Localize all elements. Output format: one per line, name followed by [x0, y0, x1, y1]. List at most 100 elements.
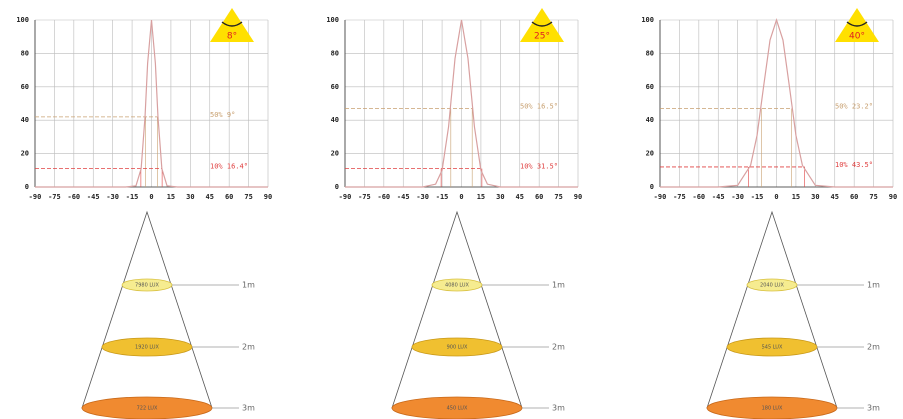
x-tick-label: 0	[774, 193, 778, 201]
y-tick-label: 100	[326, 16, 339, 24]
x-tick-label: -30	[416, 193, 429, 201]
distance-label: 2m	[867, 343, 880, 352]
chart-panel: -90 -75 -60 -45 -30 -15 0 15 30 45 60 75 90 0 20 40 60 80…	[16, 8, 272, 419]
y-tick-label: 40	[331, 116, 339, 124]
x-tick-label: -90	[339, 193, 352, 201]
y-tick-label: 40	[21, 116, 29, 124]
badge-label: 25°	[534, 32, 550, 42]
lux-label: 722 LUX	[137, 406, 158, 412]
y-tick-label: 0	[25, 183, 29, 191]
y-tick-label: 40	[646, 116, 654, 124]
distance-label: 2m	[242, 343, 255, 352]
badge-label: 40°	[849, 32, 865, 42]
badge-triangle	[835, 8, 879, 42]
y-tick-label: 100	[641, 16, 654, 24]
y-tick-label: 0	[335, 183, 339, 191]
lux-label: 2040 LUX	[760, 283, 785, 289]
beam-curve	[35, 19, 268, 188]
badge-triangle	[520, 8, 564, 42]
reference-label: 10% 16.4°	[210, 163, 248, 171]
lux-label: 4080 LUX	[445, 283, 470, 289]
x-tick-label: -60	[693, 193, 706, 201]
distance-label: 1m	[552, 281, 565, 290]
x-tick-label: -45	[87, 193, 100, 201]
x-tick-label: 90	[889, 193, 897, 201]
x-tick-label: 60	[535, 193, 543, 201]
x-tick-label: 75	[244, 193, 252, 201]
chart-panel: -90 -75 -60 -45 -30 -15 0 15 30 45 60 75 90 0 20 40 60 80…	[641, 8, 897, 419]
reference-label: 50% 9°	[210, 111, 235, 119]
x-tick-label: 75	[869, 193, 877, 201]
cone-outline	[391, 210, 523, 409]
x-tick-label: -15	[126, 193, 139, 201]
y-tick-label: 80	[646, 49, 654, 57]
reference-label: 50% 23.2°	[835, 103, 873, 111]
x-tick-label: 15	[167, 193, 175, 201]
x-tick-label: 90	[264, 193, 272, 201]
x-tick-label: 0	[149, 193, 153, 201]
x-tick-label: -90	[29, 193, 42, 201]
x-tick-label: 30	[811, 193, 819, 201]
x-tick-label: 45	[516, 193, 524, 201]
x-tick-label: 30	[186, 193, 194, 201]
y-tick-label: 100	[16, 16, 29, 24]
x-tick-label: -30	[106, 193, 119, 201]
x-tick-label: 60	[225, 193, 233, 201]
beam-curve	[345, 19, 578, 188]
y-tick-label: 20	[331, 150, 339, 158]
x-tick-label: -60	[68, 193, 81, 201]
x-tick-label: -45	[397, 193, 410, 201]
lux-label: 1920 LUX	[135, 345, 160, 351]
cone-outline	[81, 210, 213, 409]
badge-arrow	[531, 21, 553, 27]
x-tick-label: -30	[731, 193, 744, 201]
badge-arrow	[221, 21, 243, 27]
lux-label: 7980 LUX	[135, 283, 160, 289]
distance-label: 3m	[242, 404, 255, 413]
x-tick-label: 45	[206, 193, 214, 201]
x-tick-label: 0	[459, 193, 463, 201]
y-tick-label: 0	[650, 183, 654, 191]
lux-label: 545 LUX	[762, 345, 783, 351]
reference-label: 50% 16.5°	[520, 103, 558, 111]
y-tick-label: 20	[21, 150, 29, 158]
x-tick-label: -90	[654, 193, 667, 201]
x-tick-label: 15	[792, 193, 800, 201]
x-tick-label: 15	[477, 193, 485, 201]
distance-label: 3m	[867, 404, 880, 413]
reference-label: 10% 31.5°	[520, 163, 558, 171]
x-tick-label: 45	[831, 193, 839, 201]
x-tick-label: 30	[496, 193, 504, 201]
chart-panel: -90 -75 -60 -45 -30 -15 0 15 30 45 60 75 90 0 20 40 60 80…	[326, 8, 582, 419]
x-tick-label: -75	[358, 193, 371, 201]
x-tick-label: -75	[48, 193, 61, 201]
x-tick-label: 60	[850, 193, 858, 201]
x-tick-label: -15	[751, 193, 764, 201]
beam-curve	[660, 18, 893, 188]
distance-label: 3m	[552, 404, 565, 413]
reference-label: 10% 43.5°	[835, 161, 873, 169]
y-tick-label: 60	[21, 83, 29, 91]
x-tick-label: 90	[574, 193, 582, 201]
x-tick-label: -60	[378, 193, 391, 201]
y-tick-label: 80	[331, 49, 339, 57]
y-tick-label: 60	[331, 83, 339, 91]
lux-label: 450 LUX	[447, 406, 468, 412]
lux-label: 180 LUX	[762, 406, 783, 412]
x-tick-label: -45	[712, 193, 725, 201]
x-tick-label: -15	[436, 193, 449, 201]
y-tick-label: 60	[646, 83, 654, 91]
cone-outline	[706, 210, 838, 409]
distance-label: 1m	[867, 281, 880, 290]
badge-triangle	[210, 8, 254, 42]
distance-label: 2m	[552, 343, 565, 352]
y-tick-label: 80	[21, 49, 29, 57]
x-tick-label: 75	[554, 193, 562, 201]
badge-arrow	[846, 21, 868, 27]
badge-label: 8°	[227, 32, 237, 42]
x-tick-label: -75	[673, 193, 686, 201]
distance-label: 1m	[242, 281, 255, 290]
y-tick-label: 20	[646, 150, 654, 158]
lux-label: 900 LUX	[447, 345, 468, 351]
